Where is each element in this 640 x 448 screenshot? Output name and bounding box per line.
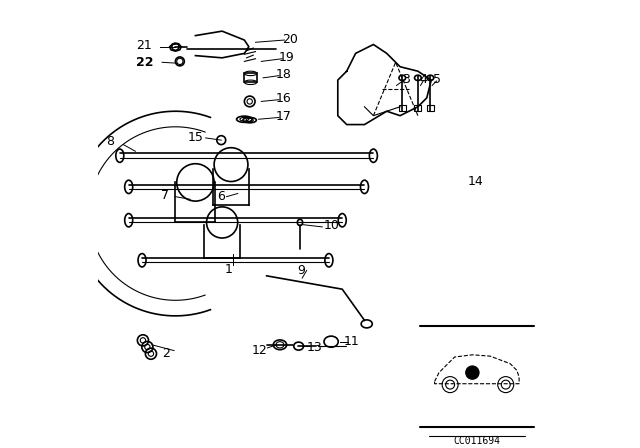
Text: 20: 20 [282, 33, 298, 46]
Bar [427, 105, 434, 111]
Text: 19: 19 [279, 52, 294, 65]
Text: 2: 2 [163, 347, 170, 360]
Bar [414, 105, 421, 111]
Text: CC011694: CC011694 [453, 436, 500, 446]
Text: 5: 5 [433, 73, 440, 86]
Text: 8: 8 [106, 135, 114, 148]
Bar [244, 73, 257, 82]
Text: 11: 11 [344, 335, 360, 348]
Text: 22: 22 [136, 56, 153, 69]
Text: 14: 14 [468, 175, 484, 188]
Text: 21: 21 [136, 39, 152, 52]
Text: 15: 15 [188, 130, 204, 143]
Text: 13: 13 [307, 341, 323, 354]
Bar [399, 105, 406, 111]
Text: 10: 10 [323, 219, 339, 232]
Text: 7: 7 [161, 189, 169, 202]
Circle shape [466, 366, 479, 379]
Text: 4: 4 [419, 73, 427, 86]
Text: 3: 3 [402, 73, 410, 86]
Text: 1: 1 [225, 263, 233, 276]
Text: 18: 18 [276, 68, 291, 81]
Text: 12: 12 [252, 344, 268, 357]
Text: 17: 17 [276, 110, 291, 123]
Text: 9: 9 [298, 264, 305, 277]
Text: 16: 16 [276, 92, 291, 105]
Text: 6: 6 [218, 190, 225, 203]
